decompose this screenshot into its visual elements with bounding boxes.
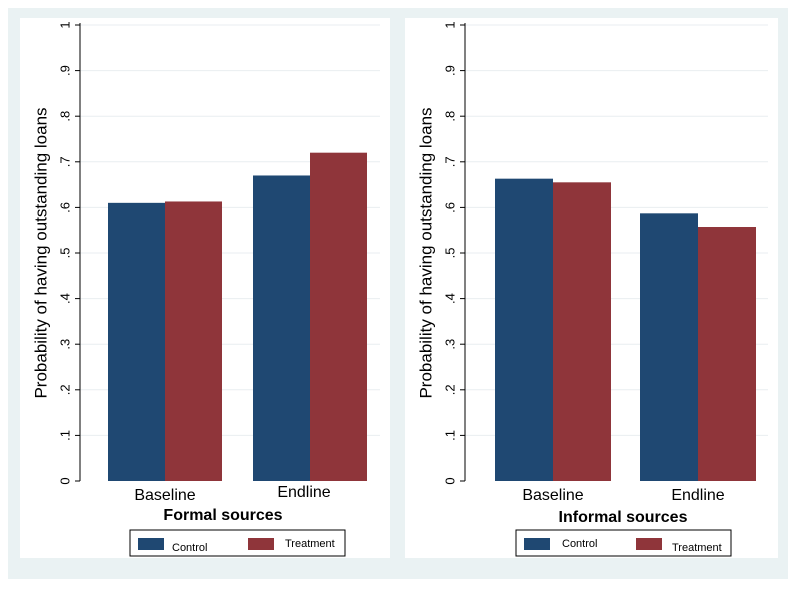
y-axis-title: Probability of having outstanding loans	[416, 107, 435, 398]
legend-label-control: Control	[562, 538, 597, 550]
x-category-label: Endline	[671, 487, 724, 504]
y-tick-label: .7	[57, 156, 72, 167]
y-tick-label: .5	[442, 248, 457, 259]
y-tick-label: .6	[57, 202, 72, 213]
legend-box	[515, 529, 732, 557]
legend-box	[129, 529, 346, 557]
y-tick-label: 0	[57, 477, 72, 484]
y-tick-label: .2	[442, 384, 457, 395]
y-tick-label: .4	[442, 293, 457, 304]
y-axis-title: Probability of having outstanding loans	[31, 107, 50, 398]
panel-title: Informal sources	[559, 509, 688, 526]
title-band	[116, 485, 330, 525]
y-tick-label: .3	[57, 339, 72, 350]
title-band	[510, 485, 736, 525]
legend-swatch-treatment	[636, 538, 662, 550]
bar-treatment-baseline	[553, 182, 611, 481]
bar-treatment-endline	[698, 227, 756, 481]
x-category-label: Baseline	[522, 487, 583, 504]
y-tick-label: .5	[57, 248, 72, 259]
y-tick-label: .9	[442, 65, 457, 76]
legend-label-control: Control	[172, 542, 207, 554]
bar-treatment-baseline	[165, 201, 222, 482]
bar-control-baseline	[108, 202, 165, 481]
y-tick-label: .4	[57, 293, 72, 304]
bar-control-baseline	[495, 178, 553, 481]
bar-control-endline	[640, 213, 698, 481]
x-category-label: Endline	[277, 484, 330, 501]
y-tick-label: .7	[442, 156, 457, 167]
y-tick-label: .8	[442, 111, 457, 122]
legend-label-treatment: Treatment	[672, 542, 722, 554]
panel-title: Formal sources	[163, 507, 282, 524]
y-tick-label: 1	[442, 21, 457, 28]
y-tick-label: .3	[442, 339, 457, 350]
y-tick-label: .9	[57, 65, 72, 76]
y-tick-label: 0	[442, 477, 457, 484]
legend-label-treatment: Treatment	[285, 538, 335, 550]
x-category-label: Baseline	[134, 487, 195, 504]
y-tick-label: .1	[442, 430, 457, 441]
y-tick-label: .1	[57, 430, 72, 441]
legend-swatch-control	[138, 538, 164, 550]
y-tick-label: .8	[57, 111, 72, 122]
legend-swatch-control	[524, 538, 550, 550]
y-tick-label: 1	[57, 21, 72, 28]
bar-control-endline	[253, 175, 310, 482]
y-tick-label: .6	[442, 202, 457, 213]
bar-treatment-endline	[310, 152, 367, 481]
legend-swatch-treatment	[248, 538, 274, 550]
y-tick-label: .2	[57, 384, 72, 395]
